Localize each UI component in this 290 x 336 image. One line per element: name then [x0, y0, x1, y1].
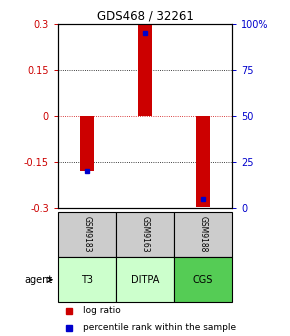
Text: GSM9183: GSM9183	[82, 216, 92, 253]
Text: CGS: CGS	[193, 275, 213, 285]
Text: GSM9188: GSM9188	[198, 216, 208, 253]
Text: T3: T3	[81, 275, 93, 285]
Bar	[116, 257, 174, 302]
Bar	[196, 116, 210, 207]
Bar	[138, 24, 152, 116]
Title: GDS468 / 32261: GDS468 / 32261	[97, 9, 193, 23]
Bar	[174, 212, 232, 257]
Bar	[58, 212, 116, 257]
Bar	[116, 212, 174, 257]
Text: agent: agent	[25, 275, 53, 285]
Bar	[174, 257, 232, 302]
Text: percentile rank within the sample: percentile rank within the sample	[83, 323, 236, 332]
Bar	[58, 257, 116, 302]
Text: GSM9163: GSM9163	[140, 216, 150, 253]
Text: DITPA: DITPA	[131, 275, 159, 285]
Text: log ratio: log ratio	[83, 306, 121, 315]
Bar	[80, 116, 94, 171]
